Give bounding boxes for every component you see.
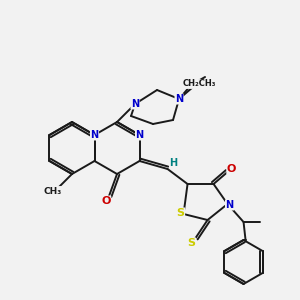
Text: O: O: [101, 196, 111, 206]
Text: CH₂CH₃: CH₂CH₃: [182, 80, 216, 88]
Text: N: N: [131, 99, 139, 109]
Text: N: N: [226, 200, 234, 210]
Text: CH₃: CH₃: [44, 187, 62, 196]
Text: S: S: [188, 238, 196, 248]
Text: N: N: [175, 94, 183, 104]
Text: O: O: [227, 164, 236, 174]
Text: H: H: [169, 158, 178, 168]
Text: N: N: [91, 130, 99, 140]
Text: S: S: [176, 208, 184, 218]
Text: N: N: [136, 130, 144, 140]
